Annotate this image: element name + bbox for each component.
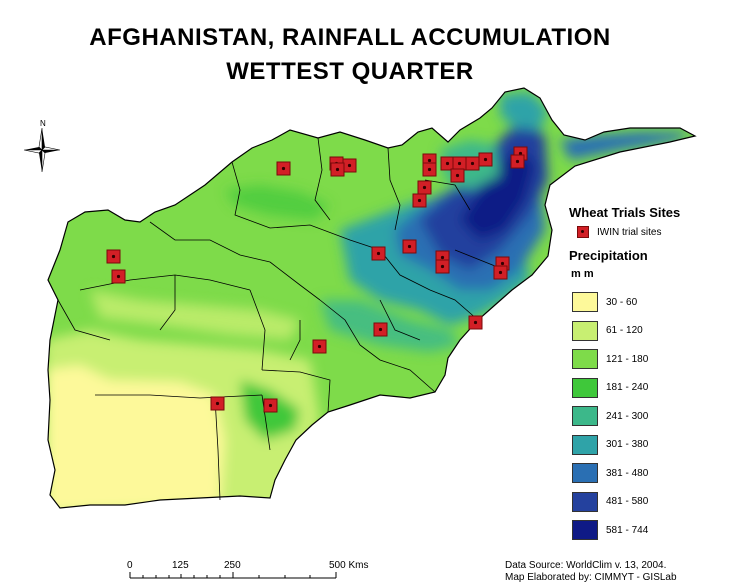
precip-legend-row: 30 - 60 bbox=[572, 288, 648, 317]
precip-swatch bbox=[572, 491, 598, 512]
precip-legend-row: 381 - 480 bbox=[572, 459, 648, 488]
trial-site-symbol-icon bbox=[577, 226, 589, 238]
sites-legend-item: IWIN trial sites bbox=[577, 226, 661, 238]
scale-tick-label: 250 bbox=[224, 560, 241, 571]
trial-site-marker bbox=[371, 246, 386, 261]
trial-site-marker bbox=[111, 269, 126, 284]
scale-tick-label: 125 bbox=[172, 560, 189, 571]
trial-site-marker bbox=[106, 249, 121, 264]
trial-site-marker bbox=[440, 156, 455, 171]
north-arrow-icon bbox=[23, 127, 61, 173]
precip-swatch bbox=[572, 520, 598, 541]
trial-site-marker bbox=[468, 315, 483, 330]
precip-class-label: 121 - 180 bbox=[606, 353, 649, 365]
precip-legend-row: 121 - 180 bbox=[572, 345, 648, 374]
precip-legend-row: 61 - 120 bbox=[572, 317, 648, 346]
precip-legend-row: 181 - 240 bbox=[572, 374, 648, 403]
precip-swatch bbox=[572, 292, 598, 313]
precip-legend-row: 301 - 380 bbox=[572, 431, 648, 460]
trial-site-marker bbox=[493, 265, 508, 280]
precip-unit: m m bbox=[571, 268, 594, 280]
precip-class-label: 30 - 60 bbox=[606, 296, 638, 308]
precip-swatch bbox=[572, 406, 598, 427]
trial-site-marker bbox=[450, 168, 465, 183]
precip-legend-classes: 30 - 60 61 - 120 121 - 180 181 - 240 241 - 3… bbox=[572, 288, 648, 545]
precip-legend-row: 581 - 744 bbox=[572, 516, 648, 545]
sites-legend-label: IWIN trial sites bbox=[597, 226, 662, 238]
precip-class-label: 61 - 120 bbox=[606, 325, 643, 337]
trial-site-marker bbox=[342, 158, 357, 173]
precip-swatch bbox=[572, 434, 598, 455]
trial-site-marker bbox=[312, 339, 327, 354]
trial-site-marker bbox=[452, 156, 467, 171]
precip-swatch bbox=[572, 349, 598, 370]
map-credits: Data Source: WorldClim v. 13, 2004. Map … bbox=[505, 560, 677, 584]
map-title-line2: WETTEST QUARTER bbox=[226, 58, 474, 85]
trial-site-marker bbox=[210, 396, 225, 411]
trial-site-markers bbox=[106, 146, 528, 413]
trial-site-marker bbox=[422, 162, 437, 177]
precip-legend-row: 481 - 580 bbox=[572, 488, 648, 517]
trial-site-marker bbox=[465, 156, 480, 171]
elaborated-by-text: Map Elaborated by: CIMMYT - GISLab bbox=[505, 572, 677, 583]
precip-class-label: 301 - 380 bbox=[606, 439, 649, 451]
scale-tick-label: 0 bbox=[127, 560, 133, 571]
precip-legend-row: 241 - 300 bbox=[572, 402, 648, 431]
trial-site-marker bbox=[402, 239, 417, 254]
trial-site-marker bbox=[417, 180, 432, 195]
scale-tick-label: 500 Kms bbox=[329, 560, 369, 571]
precip-class-label: 241 - 300 bbox=[606, 410, 649, 422]
trial-site-marker bbox=[435, 259, 450, 274]
trial-site-marker bbox=[276, 161, 291, 176]
precip-swatch bbox=[572, 463, 598, 484]
trial-site-marker bbox=[263, 398, 278, 413]
precip-class-label: 481 - 580 bbox=[606, 496, 649, 508]
precip-class-label: 381 - 480 bbox=[606, 467, 649, 479]
trial-site-marker bbox=[412, 193, 427, 208]
trial-site-marker bbox=[330, 162, 345, 177]
trial-site-marker bbox=[478, 152, 493, 167]
scale-bar bbox=[129, 572, 337, 579]
sites-legend-heading: Wheat Trials Sites bbox=[569, 205, 681, 220]
map-title-line1: AFGHANISTAN, RAINFALL ACCUMULATION bbox=[89, 24, 611, 51]
precip-class-label: 181 - 240 bbox=[606, 382, 649, 394]
data-source-text: Data Source: WorldClim v. 13, 2004. bbox=[505, 560, 667, 571]
trial-site-marker bbox=[373, 322, 388, 337]
trial-site-marker bbox=[510, 154, 525, 169]
north-label: N bbox=[40, 119, 46, 128]
precip-class-label: 581 - 744 bbox=[606, 524, 649, 536]
precip-legend-heading: Precipitation bbox=[569, 248, 648, 263]
precip-swatch bbox=[572, 377, 598, 398]
precip-swatch bbox=[572, 320, 598, 341]
